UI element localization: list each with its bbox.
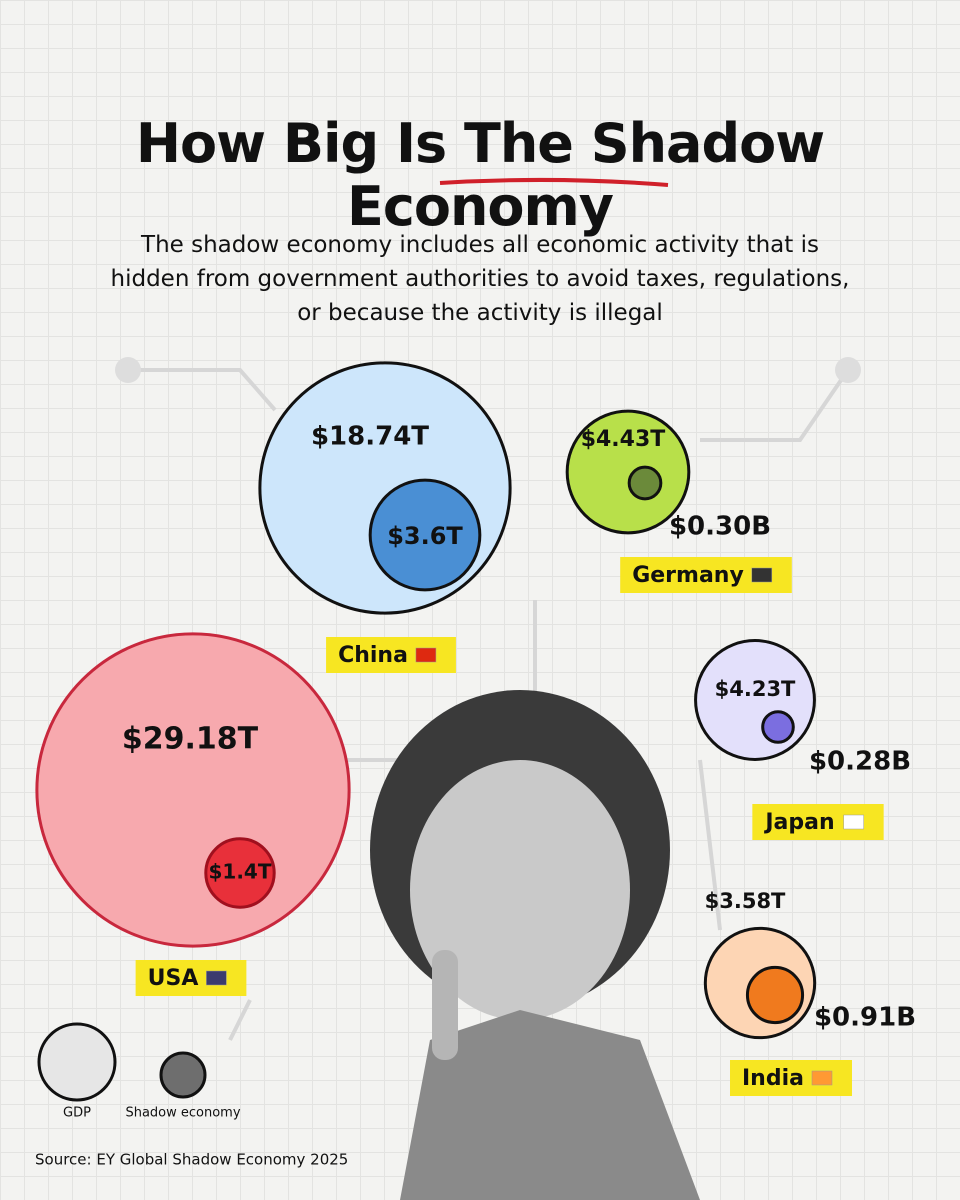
title: How Big Is The Shadow Economy [135, 112, 825, 238]
legend-swatch [37, 1022, 117, 1102]
shadow-bubble [627, 465, 663, 501]
country-label: India [742, 1066, 804, 1091]
country-label: USA [148, 966, 199, 991]
shadow-label: $0.91B [814, 1003, 916, 1033]
title-underline [439, 177, 669, 187]
flag-icon [843, 814, 864, 830]
photo-figure [370, 690, 700, 1200]
shadow-bubble [368, 478, 482, 592]
country-label: China [338, 643, 408, 668]
shadow-label: $0.28B [809, 747, 911, 777]
flag-icon [415, 647, 437, 663]
shadow-label: $1.4T [209, 860, 272, 884]
legend-label: GDP [63, 1106, 91, 1121]
gdp-bubble [258, 361, 512, 615]
gdp-bubble [565, 409, 691, 535]
shadow-bubble [204, 837, 276, 909]
legend-swatch [159, 1051, 207, 1099]
source: Source: EY Global Shadow Economy 2025 [35, 1151, 348, 1169]
gdp-label: $29.18T [122, 722, 259, 757]
node [115, 357, 141, 383]
flag-icon [811, 1070, 833, 1086]
gdp-label: $4.43T [581, 427, 666, 452]
gdp-label: $3.58T [705, 889, 786, 913]
country-label: Japan [763, 810, 834, 835]
shadow-label: $3.6T [387, 522, 463, 550]
country-highlight [135, 960, 247, 996]
flag-icon [206, 970, 227, 986]
shadow-label: $0.30B [669, 512, 771, 542]
country-label: Germany [632, 563, 744, 588]
gdp-bubble [35, 632, 351, 948]
gdp-label: $4.23T [715, 677, 796, 701]
shadow-bubble [745, 965, 805, 1025]
gdp-label: $18.74T [311, 422, 429, 452]
subtitle: The shadow economy includes all economic… [110, 232, 850, 326]
shadow-bubble [761, 710, 795, 744]
legend-label: Shadow economy [125, 1106, 240, 1121]
flag-icon [751, 567, 773, 583]
node [835, 357, 861, 383]
